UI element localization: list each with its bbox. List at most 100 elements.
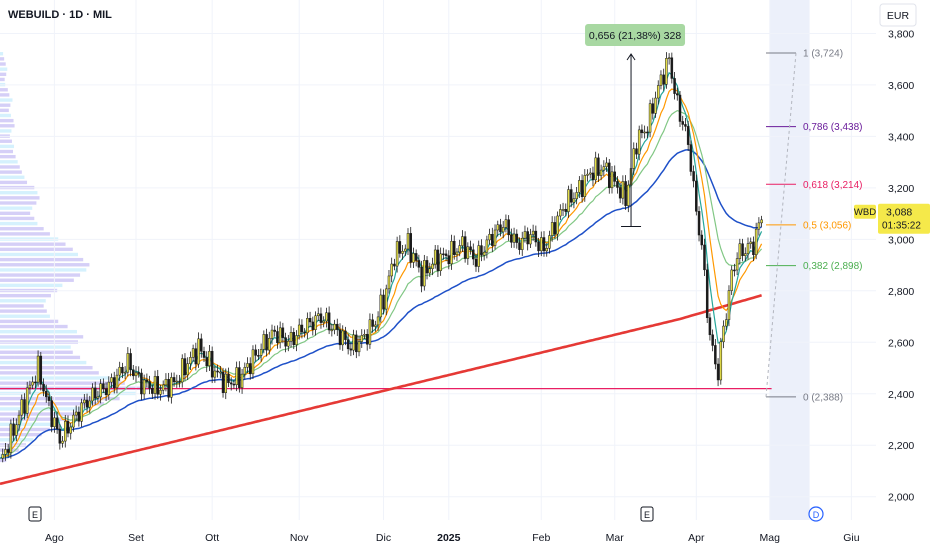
candle-body: [398, 241, 402, 254]
x-tick-label: Giu: [843, 532, 860, 544]
sma200-line: [0, 294, 762, 486]
candle-body: [599, 169, 603, 176]
volume-profile-bar: [0, 201, 37, 205]
candle-body: [496, 224, 500, 231]
candle-body: [627, 184, 630, 206]
volume-profile-bar: [0, 396, 120, 401]
candle-body: [327, 312, 331, 331]
candle-body: [684, 124, 687, 127]
volume-profile-bar: [0, 273, 81, 277]
candle-body: [107, 381, 111, 396]
y-tick-label: 2,800: [888, 286, 914, 298]
volume-profile-bar: [0, 221, 38, 226]
candle-body: [744, 253, 747, 256]
candle-body: [420, 267, 423, 287]
candle-body: [284, 337, 287, 347]
candle-body: [722, 325, 725, 343]
candle-body: [656, 85, 660, 99]
volume-profile-bar: [0, 314, 50, 318]
volume-profile-bar: [0, 360, 87, 365]
candle-body: [673, 78, 676, 94]
measure-box[interactable]: [585, 24, 686, 47]
candle-body: [194, 348, 198, 365]
candle-body: [183, 358, 187, 376]
earnings-event-icon[interactable]: [640, 506, 654, 522]
candle-body: [463, 236, 467, 259]
candle-body: [322, 320, 325, 323]
volume-profile-bar: [0, 118, 14, 123]
x-tick-label: Feb: [532, 532, 550, 544]
candle-body: [118, 366, 121, 376]
candle-body: [692, 171, 695, 182]
earnings-event-icon[interactable]: [28, 506, 42, 522]
candle-body: [254, 349, 257, 356]
candle-body: [265, 334, 268, 351]
candle-body: [730, 269, 733, 291]
candle-body: [754, 228, 758, 256]
volume-profile-bar: [0, 88, 8, 92]
volume-profile-bar: [0, 268, 87, 272]
candle-body: [15, 424, 18, 436]
candle-body: [507, 219, 510, 236]
candle-body: [387, 275, 391, 290]
candle-body: [227, 373, 230, 384]
volume-profile-bar: [0, 366, 93, 370]
candle-body: [714, 345, 717, 365]
candle-body: [251, 349, 255, 375]
candle-body: [148, 381, 151, 389]
candle-body: [458, 245, 461, 253]
candle-body: [96, 396, 100, 399]
candle-body: [140, 372, 143, 395]
currency-button[interactable]: [879, 3, 917, 27]
candle-body: [618, 187, 622, 199]
ema50-line: [0, 149, 762, 459]
candle-body: [91, 387, 94, 402]
volume-profile-bar: [0, 160, 18, 164]
candle-body: [439, 253, 442, 271]
candle-body: [670, 57, 674, 79]
candle-body: [363, 333, 366, 336]
x-tick-label: Mag: [760, 532, 781, 544]
candle-body: [531, 230, 535, 235]
candle-body: [749, 241, 752, 244]
candle-body: [705, 269, 709, 318]
candle-body: [703, 244, 706, 271]
candle-body: [85, 399, 89, 408]
measure-label: 0,656 (21,38%) 328: [589, 30, 681, 42]
candle-body: [25, 387, 29, 414]
candle-body: [417, 260, 421, 268]
candle-body: [412, 253, 415, 263]
candle-body: [161, 384, 165, 391]
candle-body: [488, 233, 491, 241]
volume-profile-bar: [0, 381, 125, 385]
y-tick-label: 3,400: [888, 131, 914, 143]
x-tick-label: Ago: [45, 532, 64, 544]
candle-body: [654, 97, 657, 114]
volume-profile-bar: [0, 257, 84, 262]
volume-profile-bar: [0, 263, 90, 267]
dividend-event-icon[interactable]: [808, 506, 824, 522]
candle-body: [613, 171, 616, 182]
candle-body: [221, 371, 225, 393]
candle-body: [450, 240, 453, 265]
candle-body: [444, 253, 448, 256]
candle-body: [436, 249, 440, 271]
candle-body: [172, 377, 176, 383]
volume-profile-bar: [0, 417, 68, 421]
candle-body: [648, 103, 652, 133]
candle-body: [170, 377, 173, 398]
candle-body: [319, 313, 323, 323]
candle-body: [515, 233, 519, 243]
candle-body: [616, 181, 619, 188]
volume-profile-bar: [0, 371, 99, 375]
x-tick-label: Apr: [688, 532, 705, 544]
volume-profile-bar: [0, 108, 9, 113]
candle-body: [6, 449, 10, 453]
candle-body: [382, 294, 385, 310]
candle-body: [232, 383, 236, 386]
candle-body: [4, 449, 7, 455]
candle-body: [632, 148, 636, 169]
volume-profile-bar: [0, 191, 38, 195]
candle-body: [47, 396, 51, 401]
